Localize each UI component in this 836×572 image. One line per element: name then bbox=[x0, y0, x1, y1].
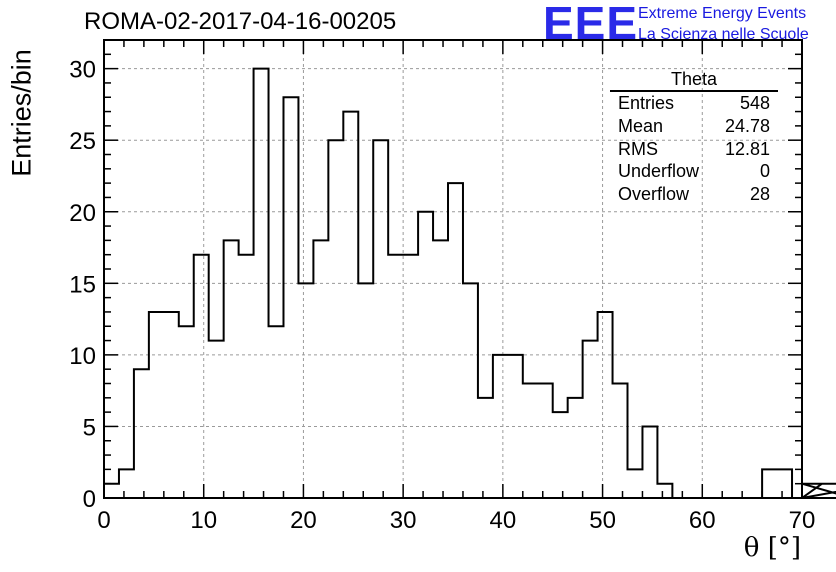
histogram-bar bbox=[358, 283, 373, 498]
histogram-bar bbox=[403, 255, 418, 498]
stats-label: Entries bbox=[618, 93, 675, 113]
y-tick-label: 20 bbox=[69, 200, 96, 227]
histogram-bar bbox=[523, 384, 538, 499]
logo-line-1: Extreme Energy Events bbox=[638, 5, 807, 22]
histogram-bar bbox=[298, 283, 313, 498]
histogram-bar bbox=[628, 469, 643, 498]
histogram-bar bbox=[478, 398, 493, 498]
y-tick-label: 10 bbox=[69, 343, 96, 370]
histogram-bar bbox=[463, 283, 478, 498]
axis-ticks bbox=[103, 39, 803, 499]
histogram-bar bbox=[538, 384, 553, 499]
histogram-bar bbox=[657, 484, 672, 498]
histogram-bar bbox=[194, 255, 209, 498]
tick-labels: 0 10 20 30 40 50 60 70 0 5 10 15 20 25 30 bbox=[69, 57, 815, 534]
x-tick-label: 30 bbox=[390, 507, 417, 534]
stats-label: Mean bbox=[618, 115, 664, 136]
x-tick-label: 40 bbox=[490, 507, 517, 534]
stats-title: Theta bbox=[610, 68, 778, 92]
histogram-bar bbox=[583, 341, 598, 498]
histogram-bar bbox=[313, 240, 328, 498]
stats-row-mean: Mean 24.78 bbox=[610, 115, 778, 138]
histogram-bar bbox=[613, 384, 628, 499]
x-tick-label: 0 bbox=[97, 507, 110, 534]
histogram-bar bbox=[598, 312, 613, 498]
y-tick-label: 30 bbox=[69, 57, 96, 84]
x-tick-label: 50 bbox=[589, 507, 616, 534]
stats-row-underflow: Underflow 0 bbox=[610, 160, 778, 183]
stats-value: 28 bbox=[749, 184, 770, 205]
histogram-bar bbox=[568, 398, 583, 498]
histogram-bar bbox=[777, 469, 792, 498]
histogram-bar bbox=[553, 412, 568, 498]
stats-value: 548 bbox=[739, 93, 770, 113]
y-tick-label: 5 bbox=[83, 414, 96, 441]
stats-value: 0 bbox=[759, 161, 770, 182]
histogram-outline bbox=[103, 67, 836, 499]
stats-label: Overflow bbox=[618, 184, 690, 205]
histogram-bar bbox=[104, 484, 119, 498]
histogram-bar bbox=[149, 312, 164, 498]
y-tick-label: 15 bbox=[69, 271, 96, 298]
histogram-bar bbox=[179, 326, 194, 498]
histogram-bar bbox=[448, 183, 463, 498]
stats-value: 12.81 bbox=[724, 138, 770, 159]
histogram-bar bbox=[642, 426, 657, 498]
eee-logo: EEE bbox=[543, 0, 639, 49]
x-tick-label: 60 bbox=[689, 507, 716, 534]
y-tick-label: 0 bbox=[83, 486, 96, 513]
histogram-bar bbox=[343, 112, 358, 498]
histogram-bar bbox=[134, 369, 149, 498]
histogram-bar bbox=[119, 469, 134, 498]
histogram-bar bbox=[373, 140, 388, 498]
logo-line-2: La Scienza nelle Scuole bbox=[638, 26, 809, 43]
x-tick-label: 70 bbox=[789, 507, 816, 534]
stats-label: RMS bbox=[618, 138, 658, 159]
histogram-bar bbox=[239, 255, 254, 498]
x-tick-label: 10 bbox=[190, 507, 217, 534]
histogram-bar bbox=[433, 240, 448, 498]
stats-box: Theta Entries 548 Mean 24.78 RMS 12.81 U… bbox=[610, 68, 778, 206]
stats-value: 24.78 bbox=[724, 115, 770, 136]
histogram-bar bbox=[164, 312, 179, 498]
histogram-bar bbox=[269, 326, 284, 498]
x-axis-label: θ [°] bbox=[743, 533, 801, 563]
histogram-bar bbox=[224, 240, 239, 498]
x-tick-label: 20 bbox=[290, 507, 317, 534]
grid-lines bbox=[104, 40, 802, 498]
y-tick-label: 25 bbox=[69, 128, 96, 155]
stats-row-entries: Entries 548 bbox=[610, 92, 778, 115]
histogram-bar bbox=[762, 469, 777, 498]
stats-row-rms: RMS 12.81 bbox=[610, 138, 778, 161]
y-axis-label: Entries/bin bbox=[6, 49, 37, 177]
logo-text: Extreme Energy Events La Scienza nelle S… bbox=[638, 3, 809, 45]
histogram-bar bbox=[388, 255, 403, 498]
histogram-bar bbox=[328, 140, 343, 498]
stats-row-overflow: Overflow 28 bbox=[610, 183, 778, 206]
histogram-bar bbox=[209, 341, 224, 498]
stats-label: Underflow bbox=[618, 161, 700, 182]
chart-title: ROMA-02-2017-04-16-00205 bbox=[84, 8, 397, 35]
histogram-bar bbox=[283, 97, 298, 498]
